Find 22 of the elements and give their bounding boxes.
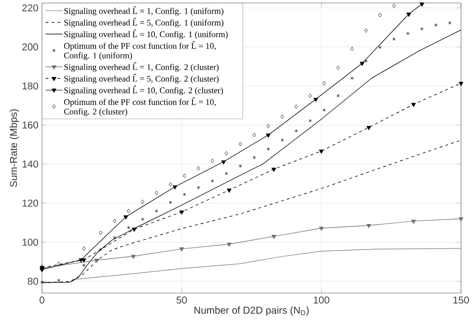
legend-label: Optimum of the PF cost function for L̂ = 10, Config. 1 (uniform) [64, 41, 216, 60]
y-tick-label: 180 [22, 82, 38, 90]
y-tick-label: 220 [22, 4, 38, 12]
x-tick-label: 100 [314, 296, 330, 304]
legend-label: Signaling overhead L̂ = 1, Config. 1 (uniform) [64, 6, 224, 16]
x-tick-label: 0 [40, 296, 44, 304]
y-tick-label: 160 [22, 122, 38, 129]
x-tick-label: 150 [453, 296, 469, 304]
legend-label: Signaling overhead L̂ = 5, Config. 2 (cluster) [64, 74, 219, 84]
y-axis-title: Sum-Rate (Mbps) [10, 109, 19, 187]
legend-label: Signaling overhead L̂ = 10, Config. 1 (uniform) [64, 29, 228, 39]
legend-label: Signaling overhead L̂ = 1, Config. 2 (cluster) [64, 62, 219, 72]
legend-label: Optimum of the PF cost function for L̂ = 10, Config. 2 (cluster) [64, 97, 216, 116]
y-tick-label: 140 [22, 160, 38, 168]
y-tick-label: 100 [22, 238, 38, 246]
y-tick-label: 80 [28, 278, 38, 285]
x-axis-title: Number of D2D pairs (N$_{D}$) [194, 306, 309, 316]
y-tick-label: 200 [22, 43, 38, 50]
legend-label: Signaling overhead L̂ = 10, Config. 2 (cluster) [64, 86, 223, 96]
legend-label: Signaling overhead L̂ = 5, Config. 1 (uniform) [64, 18, 224, 28]
x-tick-label: 50 [176, 296, 187, 304]
y-tick-label: 120 [22, 200, 38, 207]
